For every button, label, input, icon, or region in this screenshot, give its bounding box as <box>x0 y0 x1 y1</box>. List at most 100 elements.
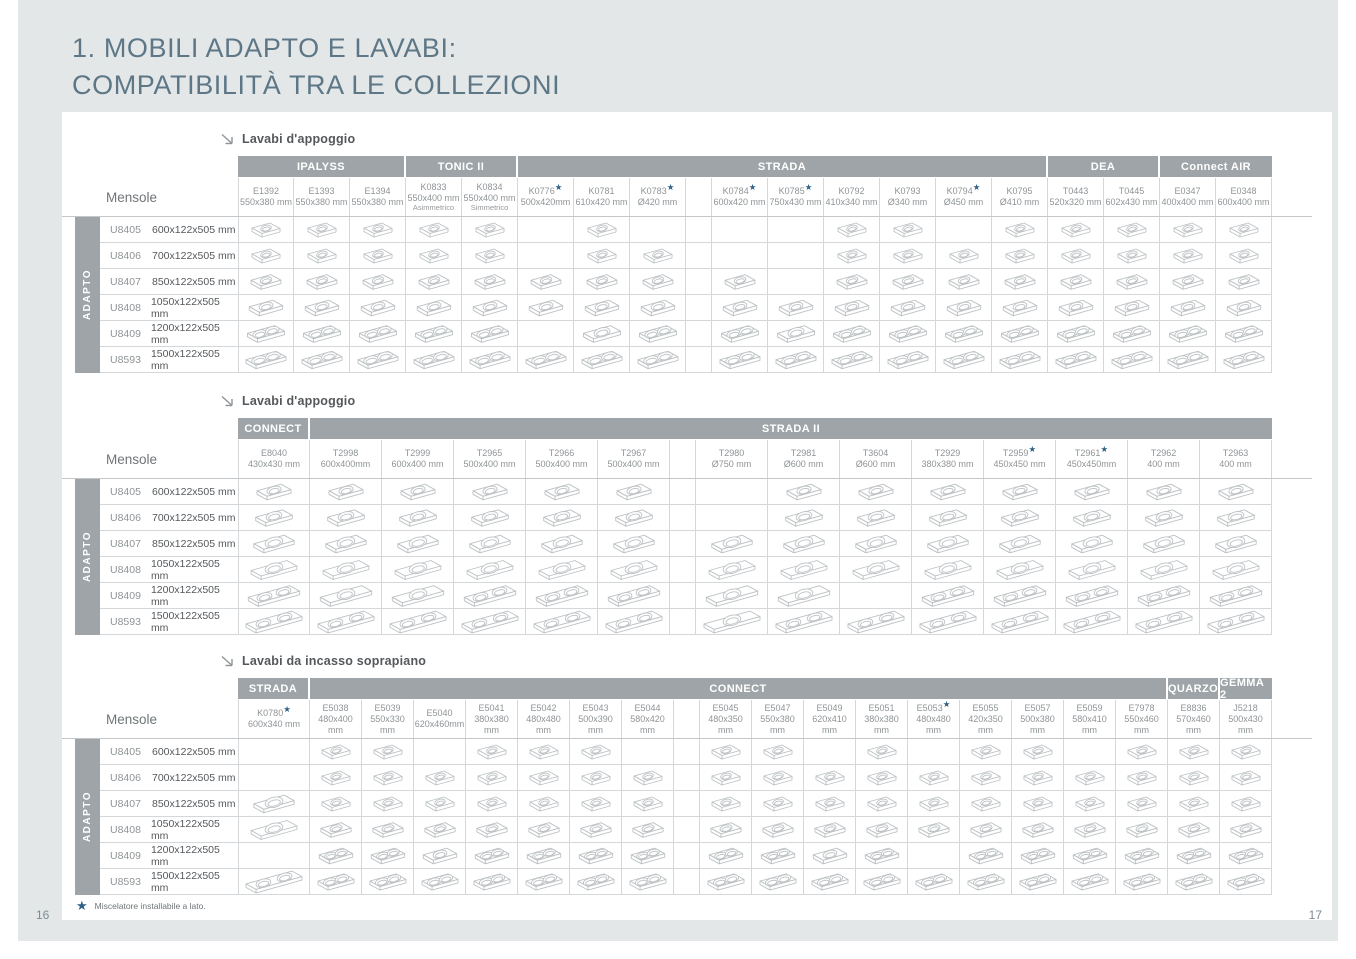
compat-cell <box>238 295 294 321</box>
compat-cell <box>880 321 936 347</box>
compat-cell <box>570 843 622 869</box>
shelf-code: U8405 <box>110 745 141 758</box>
compat-cell <box>294 243 350 269</box>
compat-cell <box>454 557 526 583</box>
compat-cell <box>912 557 984 583</box>
column-code: K0780★ <box>257 704 291 718</box>
basin-shelf-icon <box>638 324 677 343</box>
star-icon: ★ <box>554 182 563 192</box>
basin-shelf-icon <box>969 821 1002 838</box>
basin-shelf-icon <box>943 350 984 369</box>
compat-cell <box>696 557 768 583</box>
basin-shelf-icon <box>1072 508 1111 527</box>
basin-shelf-icon <box>813 821 846 838</box>
basin-shelf-icon <box>581 350 622 369</box>
column-code: T0443 <box>1062 186 1089 196</box>
column-code: T2959★ <box>1002 444 1037 458</box>
basin-shelf-icon <box>852 559 899 580</box>
shelf-code: U8409 <box>110 849 141 862</box>
compat-cell <box>712 269 768 295</box>
compat-cell <box>856 843 908 869</box>
compat-cell <box>880 217 936 243</box>
compat-cell <box>310 531 382 557</box>
column-header: T2962 400 mm <box>1128 440 1200 478</box>
compat-cell <box>700 739 752 765</box>
compat-cell <box>712 347 768 373</box>
basin-shelf-icon <box>854 534 897 553</box>
basin-shelf-icon <box>1172 273 1203 290</box>
star-icon: ★ <box>942 698 951 709</box>
compat-cell <box>696 531 768 557</box>
basin-shelf-icon <box>358 324 397 343</box>
compat-cell <box>1104 347 1160 373</box>
basin-shelf-icon <box>888 324 927 343</box>
basin-shelf-icon <box>1223 350 1264 369</box>
compat-cell <box>1160 269 1216 295</box>
basin-shelf-icon <box>760 847 795 864</box>
basin-shelf-icon <box>1023 796 1052 811</box>
basin-shelf-icon <box>971 770 1000 785</box>
compat-cell <box>700 791 752 817</box>
collection-group-header: QUARZO <box>1168 678 1220 699</box>
spacer-cell <box>686 243 712 269</box>
column-size: Ø450 mm <box>943 197 984 207</box>
basin-shelf-icon <box>1023 770 1052 785</box>
column-header: E5053★ 480x480 mm <box>908 698 960 738</box>
compat-cell <box>984 531 1056 557</box>
compat-cell <box>1104 217 1160 243</box>
compat-cell <box>238 269 294 295</box>
compat-cell <box>382 531 454 557</box>
column-size: 750x430 mm <box>769 197 822 207</box>
basin-shelf-icon <box>640 299 675 316</box>
compat-cell <box>1056 505 1128 531</box>
basin-shelf-icon <box>616 483 651 500</box>
basin-shelf-icon <box>301 350 342 369</box>
compat-cell <box>406 243 462 269</box>
compat-cell <box>466 739 518 765</box>
shelf-size: 850x122x505 mm <box>152 275 236 288</box>
compat-cell <box>570 869 622 895</box>
basin-shelf-icon <box>1175 872 1212 891</box>
compat-cell <box>912 609 984 635</box>
compat-cell <box>238 609 310 635</box>
compat-cell <box>1168 765 1220 791</box>
compat-cell <box>414 765 466 791</box>
row-label: U8407 850x122x505 mm <box>100 269 238 295</box>
column-header: K0833 550x400 mm Asimmetrico <box>406 178 462 216</box>
column-header: E5039 550x330 mm <box>362 700 414 738</box>
basin-shelf-icon <box>302 324 341 343</box>
basin-shelf-icon <box>400 483 435 500</box>
compat-cell <box>294 347 350 373</box>
compat-cell <box>856 765 908 791</box>
compat-cell <box>518 869 570 895</box>
spacer-cell <box>686 217 712 243</box>
basin-shelf-icon <box>1142 534 1185 553</box>
compat-cell <box>574 321 630 347</box>
compat-cell <box>768 269 824 295</box>
row-label: U8408 1050x122x505 mm <box>100 557 238 583</box>
basin-shelf-icon <box>319 821 352 838</box>
basin-shelf-icon <box>470 324 509 343</box>
basin-shelf-icon <box>605 610 662 633</box>
basin-shelf-icon <box>1135 610 1192 633</box>
star-icon: ★ <box>804 182 813 192</box>
basin-shelf-icon <box>245 350 287 369</box>
basin-shelf-icon <box>1117 248 1146 263</box>
basin-shelf-icon <box>528 299 563 316</box>
compat-cell <box>630 321 686 347</box>
compat-cell <box>238 531 310 557</box>
basin-shelf-icon <box>759 872 796 891</box>
asterisk-icon: ★ <box>76 898 88 913</box>
compat-cell <box>598 609 670 635</box>
compat-cell <box>1012 843 1064 869</box>
compat-cell <box>712 243 768 269</box>
shelf-code: U8407 <box>110 275 141 288</box>
compat-cell <box>406 295 462 321</box>
compat-cell <box>362 843 414 869</box>
compat-cell <box>752 791 804 817</box>
footnote: ★ Miscelatore installabile a lato. <box>76 898 206 914</box>
column-size: 600x400 mm <box>1217 197 1270 207</box>
basin-shelf-icon <box>921 584 974 607</box>
spacer-cell <box>670 609 696 635</box>
compat-cell <box>238 843 310 869</box>
